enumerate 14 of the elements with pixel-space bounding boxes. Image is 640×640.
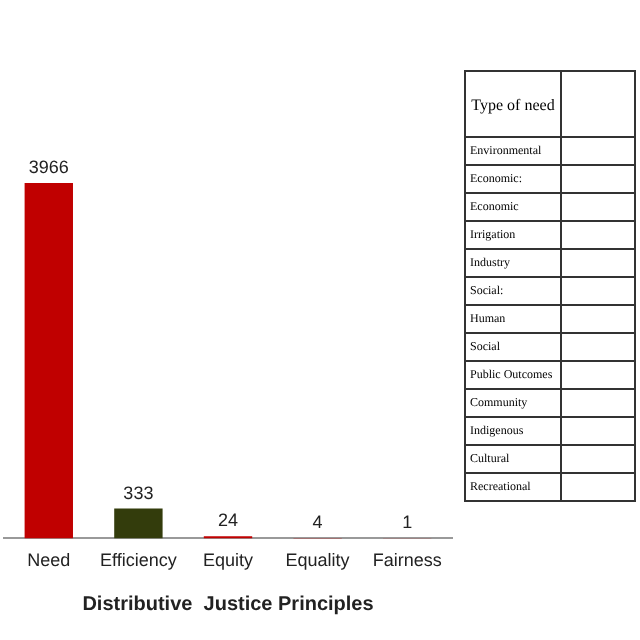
data-label: 3966 xyxy=(28,157,69,178)
data-label: 24 xyxy=(217,510,239,531)
data-label: 333 xyxy=(123,482,154,503)
x-axis-title: Distributive Justice Principles xyxy=(82,593,375,616)
data-label: 1 xyxy=(402,512,413,533)
x-tick-label: Equality xyxy=(285,550,351,571)
text: Type of need xyxy=(465,71,561,137)
x-tick-label: Efficiency xyxy=(100,550,178,571)
bar xyxy=(24,183,73,539)
data-label: 4 xyxy=(312,512,323,533)
x-tick-label: Need xyxy=(27,550,71,571)
x-tick-label: Equity xyxy=(202,550,255,571)
x-tick-label: Fairness xyxy=(372,550,443,571)
bar xyxy=(114,508,163,539)
